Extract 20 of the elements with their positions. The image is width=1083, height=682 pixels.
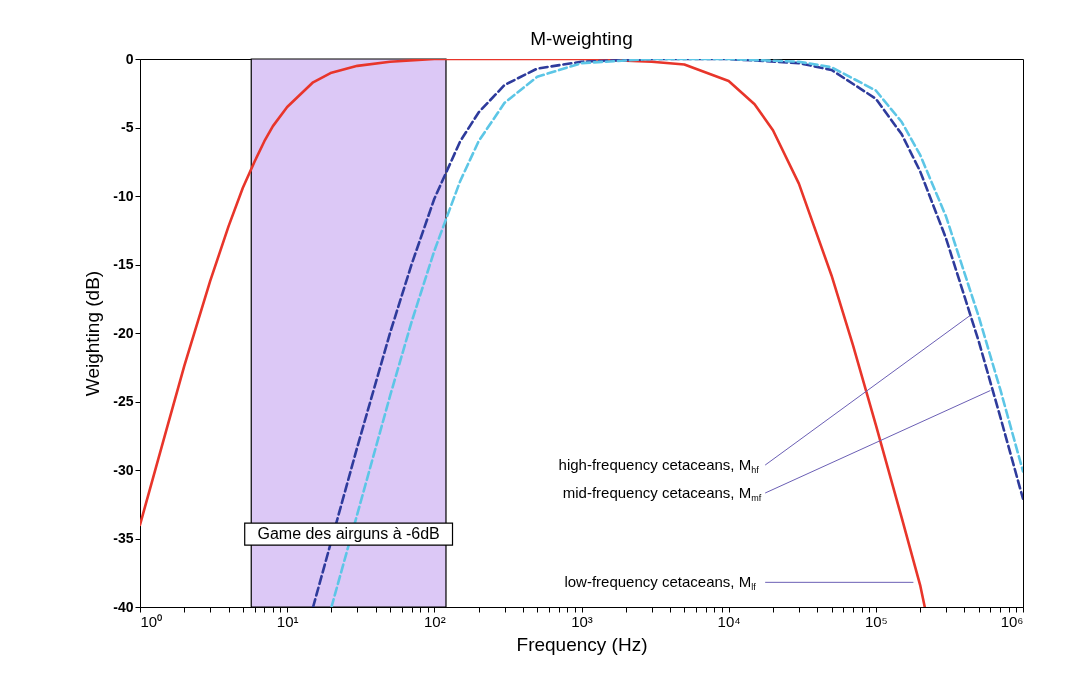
chart-title: M-weighting [530, 28, 633, 49]
y-axis-title: Weighting (dB) [82, 270, 104, 397]
y-tick-label: -15 [113, 256, 134, 272]
y-tick-label: -10 [113, 187, 134, 204]
y-tick-label: 0 [125, 50, 134, 67]
y-tick-label: -5 [121, 119, 134, 135]
band-label: Game des airguns à -6dB [257, 525, 440, 543]
y-tick-label: -30 [113, 461, 134, 478]
x-tick-label: 10³ [571, 612, 593, 630]
x-tick-label: 10⁴ [717, 612, 741, 630]
y-tick-label: -20 [113, 324, 134, 341]
x-tick-label: 10⁰ [140, 612, 163, 630]
x-tick-label: 10² [423, 612, 446, 630]
y-tick-label: -25 [113, 393, 134, 409]
x-tick-label: 10¹ [276, 612, 299, 630]
y-tick-label: -35 [113, 530, 134, 546]
x-tick-label: 10⁵ [864, 612, 888, 630]
x-axis-title: Frequency (Hz) [516, 633, 648, 655]
y-tick-label: -40 [113, 598, 134, 615]
x-tick-label: 10⁶ [1000, 612, 1024, 630]
